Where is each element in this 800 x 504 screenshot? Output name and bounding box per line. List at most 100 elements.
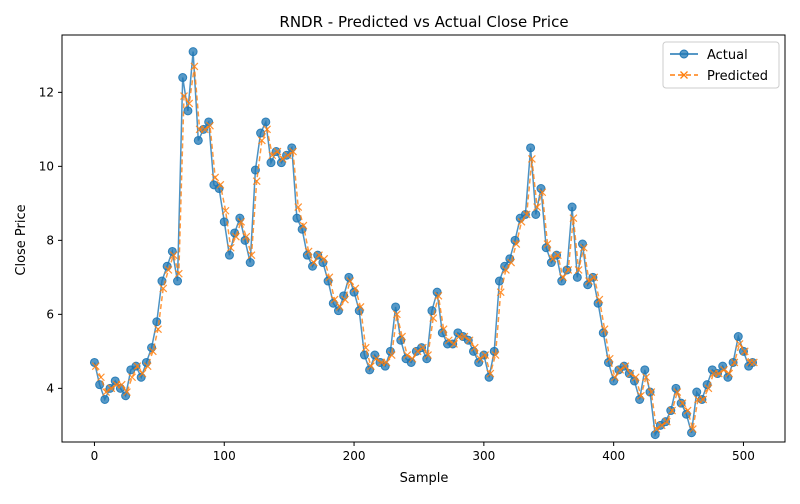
series-predicted-point — [387, 351, 396, 359]
series-predicted-point — [668, 406, 676, 415]
series-actual-point — [178, 73, 188, 83]
series-predicted-point — [304, 247, 313, 256]
series-predicted-point — [491, 351, 500, 359]
series-predicted-point — [237, 217, 246, 226]
series-predicted-point — [148, 347, 157, 356]
series-predicted-point — [180, 92, 188, 100]
series-predicted-point — [226, 243, 235, 252]
series-actual-point — [188, 47, 198, 57]
series-actual-point — [359, 350, 369, 360]
series-actual-point — [546, 258, 556, 268]
plot-area: 0 100 200 300 400 500 4 6 8 10 12 — [39, 34, 786, 463]
series-predicted-point — [247, 251, 256, 260]
series-predicted-point — [117, 380, 126, 389]
series-predicted-point — [252, 177, 261, 186]
series-predicted-point — [647, 388, 656, 396]
series-actual-point — [235, 213, 245, 223]
series-predicted-point — [330, 295, 339, 304]
series-actual-point — [183, 106, 193, 116]
series-actual-point — [422, 354, 432, 364]
series-actual-point — [723, 372, 733, 382]
series-predicted-point — [190, 62, 199, 71]
series-predicted-point — [522, 210, 531, 219]
series-predicted-point — [621, 362, 630, 371]
series-predicted-point — [631, 373, 640, 382]
series-predicted-point — [564, 266, 573, 274]
series-actual-point — [344, 272, 354, 282]
series-actual-point — [728, 357, 738, 367]
series-actual-point — [110, 376, 120, 386]
series-actual-point — [396, 335, 406, 345]
series-actual-point — [261, 117, 271, 127]
series-predicted-point — [616, 365, 625, 374]
series-predicted-point — [273, 147, 282, 156]
series-predicted-point — [714, 369, 723, 378]
series-actual-point — [624, 369, 634, 379]
series-actual-point — [406, 357, 416, 367]
series-predicted-point — [725, 369, 734, 378]
y-axis-label: Close Price — [14, 204, 29, 275]
series-actual-point — [224, 250, 234, 260]
series-predicted-point — [159, 284, 168, 293]
series-predicted-point — [221, 206, 230, 215]
series-actual-point — [245, 258, 255, 268]
series-actual-point — [365, 365, 375, 375]
series-predicted-point — [335, 303, 344, 311]
series-predicted-point — [481, 351, 490, 359]
y-tick-label: 6 — [46, 307, 54, 321]
series-actual-point — [520, 209, 530, 219]
series-actual-point — [583, 280, 593, 290]
series-predicted-point — [294, 203, 303, 211]
series-actual-point — [432, 287, 442, 297]
series-actual-point — [308, 261, 318, 271]
series-predicted-point — [553, 251, 562, 260]
series-actual-point — [333, 306, 343, 316]
series-predicted-point — [289, 147, 297, 156]
series-predicted-point — [309, 258, 318, 267]
series-predicted-point — [299, 221, 308, 230]
series-predicted-point — [143, 362, 152, 371]
series-actual-point — [468, 346, 478, 356]
series-actual-point — [536, 184, 546, 194]
series-actual-point — [541, 243, 551, 253]
series-predicted-point — [507, 258, 516, 267]
legend-actual-marker — [679, 49, 689, 59]
series-predicted-point — [735, 340, 744, 348]
series-actual-point — [681, 409, 691, 419]
series-predicted-point — [502, 266, 510, 274]
series-predicted-point — [361, 343, 370, 352]
series-predicted-point — [579, 243, 588, 252]
series-predicted-point — [169, 251, 178, 260]
series-predicted-point — [450, 340, 458, 348]
series-predicted-point — [574, 266, 583, 274]
series-predicted-point — [439, 325, 448, 334]
series-predicted-point — [429, 314, 438, 322]
x-axis-label: Sample — [400, 471, 449, 486]
series-actual-point — [136, 372, 146, 382]
series-predicted-point — [683, 406, 692, 415]
series-predicted-point — [496, 288, 505, 297]
series-actual-point — [167, 246, 177, 256]
series-predicted-point — [346, 277, 355, 285]
series-actual-point — [748, 357, 758, 367]
series-actual-point — [526, 143, 536, 153]
series-predicted-point — [408, 354, 417, 363]
series-actual-point — [276, 158, 286, 168]
series-predicted-point — [133, 362, 142, 371]
series-actual-point — [572, 272, 582, 282]
y-tick-label: 10 — [39, 159, 54, 173]
series-predicted-point — [164, 266, 173, 274]
series-actual-point — [302, 250, 312, 260]
series-actual-point — [562, 265, 572, 275]
series-predicted-point — [97, 373, 105, 382]
series-predicted-point — [699, 395, 708, 404]
series-actual-point — [437, 328, 447, 338]
series-actual-point — [219, 217, 229, 227]
x-tick-label: 100 — [213, 449, 236, 463]
series-predicted-point — [517, 217, 526, 226]
series-predicted-point — [590, 273, 599, 282]
series-predicted-point — [107, 384, 116, 393]
series-actual-point — [391, 302, 401, 312]
series-predicted-point — [605, 354, 614, 363]
